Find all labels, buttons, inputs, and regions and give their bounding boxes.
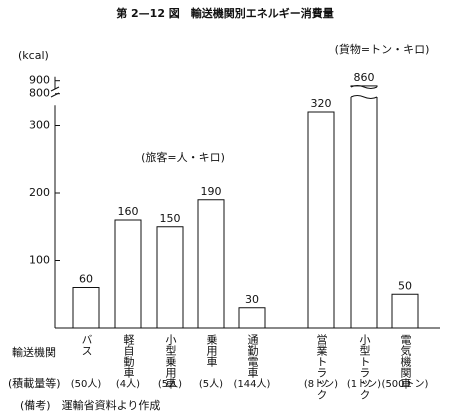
capacity-label: (5人) — [158, 378, 182, 390]
y-tick-label: 200 — [29, 186, 50, 199]
chart-title: 第 2—12 図 輸送機関別エネルギー消費量 — [116, 6, 334, 20]
annotation: (貨物=トン・キロ) — [335, 42, 430, 56]
axis-break — [50, 86, 60, 98]
x-tick-label: 営業トラック — [315, 333, 328, 400]
y-tick-label: 900 — [29, 74, 50, 87]
x-tick-label: 電気機関車 — [399, 334, 412, 390]
value-label: 160 — [118, 205, 139, 218]
x-tick-label: 小型トラック — [358, 334, 371, 400]
capacity-label: (500トン) — [382, 379, 429, 390]
capacity-label: (5人) — [199, 378, 223, 390]
row-label: 輸送機関 — [12, 345, 56, 359]
capacity-label: (8トン) — [304, 379, 338, 390]
value-label: 60 — [79, 273, 93, 286]
bar — [72, 287, 100, 329]
y-tick-label: 800 — [29, 87, 50, 100]
bar — [114, 219, 142, 329]
bar — [238, 307, 266, 329]
y-tick-label: 300 — [29, 119, 50, 132]
y-tick-label: 100 — [29, 254, 50, 267]
x-tick-label: バス — [80, 334, 93, 356]
capacity-label: (4人) — [116, 378, 140, 390]
x-tick-label: 乗用車 — [205, 334, 218, 368]
value-label: 150 — [160, 212, 181, 225]
note: (備考) 運輸省資料より作成 — [20, 398, 160, 412]
bar — [307, 111, 335, 329]
bar — [391, 293, 419, 329]
x-tick-label: 軽自動車 — [122, 334, 135, 379]
row-label: (積載量等) — [8, 376, 61, 390]
annotation: (旅客=人・キロ) — [141, 150, 225, 164]
value-label: 30 — [245, 293, 259, 306]
x-tick-label: 通勤電車 — [246, 334, 259, 379]
capacity-label: (144人) — [234, 378, 271, 390]
x-tick-label: 小型乗用車 — [164, 334, 177, 390]
bar — [156, 226, 184, 329]
bar-break — [350, 85, 378, 99]
capacity-label: (1トン) — [347, 379, 381, 390]
y-axis-label: (kcal) — [18, 49, 49, 62]
capacity-label: (50人) — [71, 378, 102, 390]
value-label: 50 — [398, 279, 412, 292]
bar — [197, 199, 225, 329]
value-label: 190 — [201, 185, 222, 198]
value-label: 320 — [311, 97, 332, 110]
bar-break — [350, 87, 378, 97]
bar — [350, 85, 378, 329]
value-label: 860 — [354, 71, 375, 84]
